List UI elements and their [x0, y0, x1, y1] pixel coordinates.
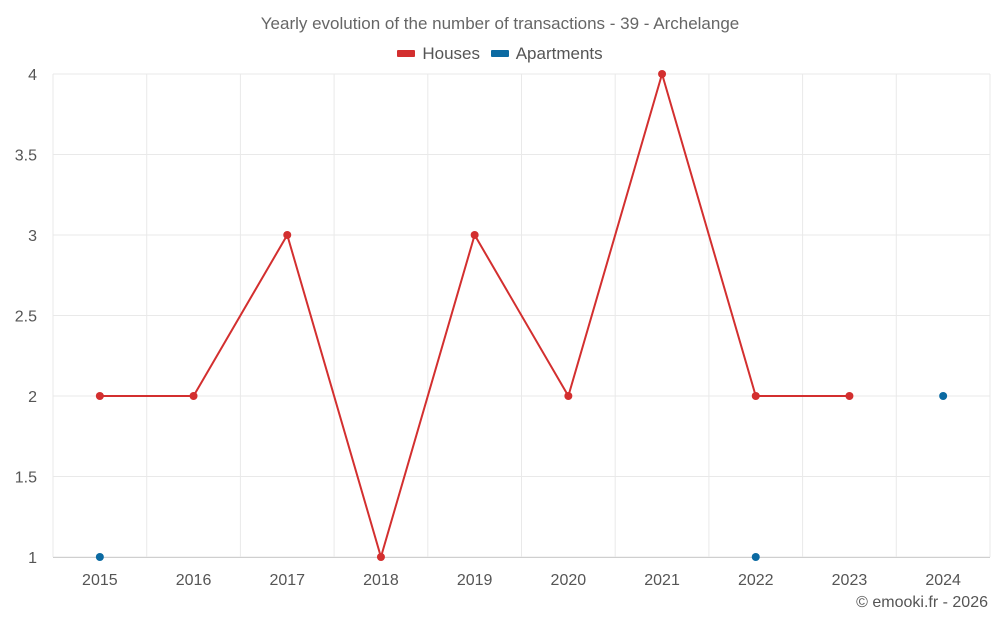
data-point-apartments[interactable]: [751, 553, 760, 561]
x-tick-label: 2018: [363, 572, 399, 589]
legend-label-houses: Houses: [422, 44, 480, 63]
credit-text: © emooki.fr - 2026: [856, 594, 988, 611]
y-tick-label: 2.5: [15, 309, 37, 326]
series-houses: [95, 70, 854, 561]
x-tick-label: 2023: [832, 572, 868, 589]
x-tick-label: 2015: [82, 572, 118, 589]
y-tick-label: 3: [28, 228, 37, 245]
data-point-houses[interactable]: [283, 231, 292, 239]
grid: [52, 73, 991, 558]
data-point-houses[interactable]: [658, 70, 667, 78]
data-point-houses[interactable]: [564, 392, 573, 400]
x-tick-label: 2019: [457, 572, 493, 589]
legend-swatch-houses: [397, 50, 416, 57]
data-point-houses[interactable]: [470, 231, 479, 239]
legend-label-apartments: Apartments: [515, 44, 603, 63]
axes: 1 1.5 2 2.5 3 3.5 4 2015 2016 2017 2018 2019 2020 202…: [15, 67, 990, 589]
data-point-houses[interactable]: [845, 392, 854, 400]
x-tick-label: 2020: [551, 572, 587, 589]
data-point-houses[interactable]: [95, 392, 104, 400]
data-point-houses[interactable]: [376, 553, 385, 561]
y-tick-label: 4: [28, 67, 37, 84]
legend: Houses Apartments: [0, 44, 1000, 64]
legend-item-houses[interactable]: Houses: [397, 44, 480, 64]
y-tick-label: 1.5: [15, 470, 37, 487]
x-tick-label: 2024: [925, 572, 961, 589]
y-tick-label: 1: [28, 550, 37, 567]
x-tick-label: 2016: [176, 572, 212, 589]
legend-swatch-apartments: [490, 50, 509, 57]
legend-item-apartments[interactable]: Apartments: [490, 44, 603, 64]
y-tick-label: 3.5: [15, 148, 37, 165]
chart-title: Yearly evolution of the number of transa…: [260, 14, 740, 33]
data-point-houses[interactable]: [751, 392, 760, 400]
x-tick-label: 2021: [644, 572, 680, 589]
data-point-apartments[interactable]: [939, 392, 948, 400]
data-point-apartments[interactable]: [95, 553, 104, 561]
data-point-houses[interactable]: [189, 392, 198, 400]
x-tick-label: 2017: [269, 572, 305, 589]
x-tick-label: 2022: [738, 572, 774, 589]
y-tick-label: 2: [28, 389, 37, 406]
series-apartments: [95, 392, 948, 561]
series: [95, 70, 948, 561]
